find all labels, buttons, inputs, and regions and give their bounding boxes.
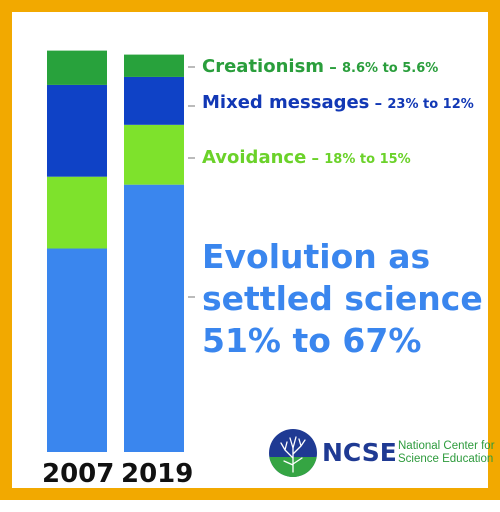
creationism-label: Creationism – 8.6% to 5.6% (202, 56, 438, 77)
mixed-messages-name: Mixed messages (202, 92, 370, 113)
tree-of-life-icon (269, 429, 317, 477)
creationism-name: Creationism (202, 56, 325, 77)
logo-full-line-2: Science Education (398, 453, 494, 465)
logo-full-name: National Center for Science Education (398, 440, 498, 466)
avoidance-range: 18% to 15% (324, 152, 411, 167)
bar-2019-evolution-as-settled-science (124, 184, 184, 453)
ncse-logo: NCSE National Center for Science Educati… (268, 428, 495, 480)
avoidance-sep: – (306, 149, 325, 167)
logo-abbreviation: NCSE (322, 438, 397, 467)
mixed-messages-label: Mixed messages – 23% to 12% (202, 92, 474, 113)
infographic-card: Creationism – 8.6% to 5.6% Mixed message… (0, 0, 500, 500)
creationism-sep: – (324, 58, 342, 76)
mixed-messages-sep: – (369, 94, 388, 112)
bar-2007-mixed-messages (47, 84, 107, 177)
headline-line-2: settled science (202, 279, 483, 318)
bar-2007-avoidance (47, 176, 107, 249)
bar-2007-evolution-as-settled-science (47, 248, 107, 452)
year-label-2007: 2007 (42, 459, 115, 489)
year-label-2019: 2019 (121, 459, 194, 489)
evolution-headline: Evolution as settled science 51% to 67% (202, 236, 483, 362)
logo-full-line-1: National Center for (398, 440, 495, 452)
mixed-messages-range: 23% to 12% (387, 97, 474, 112)
bar-2007-creationism (47, 50, 107, 85)
headline-line-1: Evolution as (202, 237, 431, 276)
avoidance-name: Avoidance (202, 147, 307, 168)
creationism-range: 8.6% to 5.6% (342, 61, 439, 76)
bar-2019-mixed-messages (124, 76, 184, 125)
headline-line-3: 51% to 67% (202, 321, 422, 360)
avoidance-label: Avoidance – 18% to 15% (202, 147, 411, 168)
bar-2019-creationism (124, 54, 184, 77)
stacked-bar-chart (47, 50, 195, 453)
bar-2019-avoidance (124, 124, 184, 185)
